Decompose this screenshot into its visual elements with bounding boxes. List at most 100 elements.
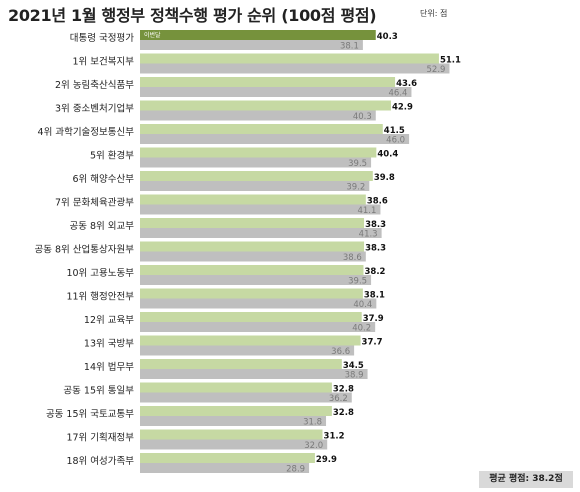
category-label: 14위 법무부 [84, 361, 134, 373]
average-score-box: 평균 평점: 38.2점 [479, 471, 573, 488]
value-label-last-month: 39.5 [348, 159, 367, 169]
bar-this-month [140, 288, 363, 299]
bar-this-month [140, 194, 366, 205]
value-label-this-month: 42.9 [392, 103, 413, 113]
value-label-last-month: 46.4 [389, 89, 408, 99]
bar-last-month [140, 228, 382, 238]
bar-last-month [140, 251, 366, 262]
bar-this-month [140, 124, 383, 134]
value-label-last-month: 41.1 [357, 206, 376, 216]
value-label-last-month: 40.2 [352, 324, 371, 334]
category-label: 공동 15위 국토교통부 [46, 408, 134, 420]
value-label-last-month: 38.6 [343, 253, 362, 263]
value-label-this-month: 40.3 [377, 32, 398, 42]
category-label: 공동 8위 외교부 [69, 220, 134, 232]
bar-this-month [140, 429, 323, 440]
value-label-last-month: 31.8 [303, 418, 322, 428]
bar-last-month [140, 416, 327, 426]
value-label-this-month: 40.4 [377, 150, 398, 160]
category-label: 13위 국방부 [84, 338, 134, 350]
value-label-last-month: 38.9 [345, 371, 364, 381]
category-label: 17위 기획재정부 [66, 432, 134, 444]
category-label: 6위 해양수산부 [72, 173, 134, 185]
unit-label: 단위: 점 [420, 9, 448, 18]
value-label-this-month: 37.9 [363, 314, 384, 324]
value-label-this-month: 34.5 [343, 361, 364, 371]
value-label-last-month: 46.0 [386, 136, 405, 146]
value-label-last-month: 40.4 [353, 300, 372, 310]
bar-this-month [140, 335, 361, 346]
category-label: 11위 행정안전부 [66, 291, 134, 303]
value-label-this-month: 43.6 [396, 79, 417, 89]
category-label: 7위 문화체육관광부 [55, 197, 134, 209]
value-label-last-month: 52.9 [427, 65, 446, 75]
value-label-this-month: 32.8 [333, 408, 354, 418]
bar-last-month [140, 463, 310, 473]
value-label-this-month: 37.7 [362, 338, 383, 348]
chart-title: 2021년 1월 행정부 정책수행 평가 순위 (100점 평점) [8, 6, 377, 25]
bar-this-month [140, 406, 332, 416]
category-label: 공동 8위 산업통상자원부 [35, 244, 135, 256]
value-label-this-month: 38.3 [365, 244, 386, 254]
value-label-this-month: 39.8 [374, 173, 395, 183]
value-label-last-month: 39.2 [346, 183, 365, 193]
category-label: 3위 중소벤처기업부 [55, 103, 134, 115]
bar-this-month [140, 241, 365, 252]
value-label-this-month: 41.5 [384, 126, 405, 136]
bar-this-month [140, 100, 391, 111]
bar-this-month [140, 265, 364, 275]
bar-last-month [140, 181, 370, 191]
category-label: 10위 고용노동부 [66, 267, 134, 279]
value-label-this-month: 29.9 [316, 455, 337, 465]
value-label-last-month: 41.3 [359, 230, 378, 240]
bar-this-month [140, 77, 396, 87]
bar-last-month [140, 134, 410, 144]
value-label-this-month: 38.3 [365, 220, 386, 230]
category-label: 4위 과학기술정보통신부 [38, 126, 135, 138]
bar-last-month [140, 40, 363, 50]
bar-this-month [140, 382, 332, 393]
category-label: 공동 15위 통일부 [63, 385, 134, 397]
bar-last-month [140, 322, 376, 332]
bar-last-month [140, 110, 376, 121]
value-label-this-month: 38.1 [364, 291, 385, 301]
value-label-this-month: 51.1 [440, 56, 461, 66]
value-label-last-month: 32.0 [304, 441, 323, 451]
bar-last-month [140, 392, 352, 403]
bar-this-month [140, 147, 377, 158]
value-label-this-month: 38.6 [367, 197, 388, 207]
bar-this-month [140, 218, 365, 228]
bar-this-month [140, 53, 439, 64]
legend-label-this-month: 이번달 [144, 31, 161, 39]
bar-this-month [140, 453, 315, 463]
value-label-last-month: 28.9 [286, 465, 305, 475]
bar-last-month [140, 87, 412, 97]
value-label-last-month: 36.2 [329, 394, 348, 404]
category-label: 18위 여성가족부 [66, 455, 134, 467]
value-label-last-month: 39.5 [348, 277, 367, 287]
bar-last-month [140, 345, 355, 356]
category-label: 5위 환경부 [90, 150, 134, 162]
bar-last-month [140, 439, 328, 450]
value-label-last-month: 38.1 [340, 42, 359, 52]
value-label-this-month: 38.2 [364, 267, 385, 277]
value-label-this-month: 32.8 [333, 385, 354, 395]
bar-last-month [140, 157, 372, 168]
bar-last-month [140, 369, 368, 379]
category-label: 12위 교육부 [84, 314, 134, 326]
bar-this-month [140, 359, 342, 369]
value-label-this-month: 31.2 [324, 432, 345, 442]
category-label: 2위 농림축산식품부 [55, 79, 134, 91]
value-label-last-month: 40.3 [353, 112, 372, 122]
bar-last-month [140, 298, 377, 309]
category-label: 1위 보건복지부 [72, 56, 134, 68]
bar-this-month [140, 312, 362, 322]
bar-this-month [140, 171, 373, 181]
category-label: 대통령 국정평가 [70, 32, 134, 44]
bar-last-month [140, 63, 450, 74]
bar-last-month [140, 204, 381, 215]
bar-this-month [140, 30, 376, 40]
value-label-last-month: 36.6 [331, 347, 350, 357]
bar-last-month [140, 275, 372, 285]
